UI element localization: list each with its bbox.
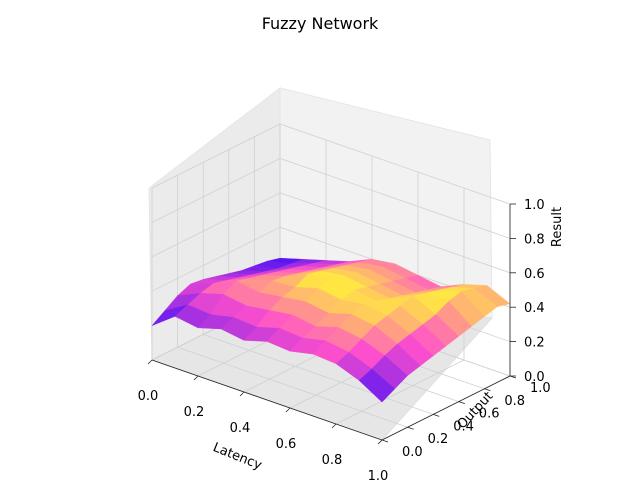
y-tick: [381, 439, 389, 443]
grid-line: [335, 359, 465, 425]
x-tick: [239, 391, 245, 397]
surface-patch: [358, 368, 396, 403]
surface-mesh: [151, 257, 511, 403]
grid-line: [151, 192, 281, 258]
x-tick: [147, 359, 153, 365]
z-axis-label: Result: [550, 207, 565, 247]
y-tick: [458, 401, 465, 404]
z-tick-label: 1.0: [524, 198, 545, 213]
z-tick-label: 0.0: [524, 370, 545, 385]
y-tick-label: 0.8: [504, 394, 525, 409]
grid-line: [151, 158, 281, 223]
x-tick-label: 0.4: [230, 421, 251, 436]
grid-line: [279, 158, 511, 239]
y-tick-label: 0.4: [453, 419, 474, 434]
y-tick-label: 1.0: [530, 381, 551, 396]
grid-line: [151, 123, 281, 189]
x-tick-label: 0.2: [184, 405, 205, 420]
y-axis-line: [381, 375, 511, 441]
x-tick-label: 1.0: [368, 469, 389, 480]
axes: 0.00.20.40.60.81.00.00.20.40.60.81.00.00…: [138, 198, 551, 480]
x-tick: [377, 439, 383, 445]
grid-line: [151, 226, 281, 292]
x-tick: [193, 375, 199, 381]
z-tick-label: 0.4: [524, 301, 545, 316]
y-tick-label: 0.6: [479, 407, 500, 422]
y-tick-label: 0.2: [428, 432, 449, 447]
y-tick: [433, 414, 440, 417]
grid-line: [177, 346, 408, 428]
x-tick-label: 0.0: [138, 389, 159, 404]
x-tick-label: 0.8: [322, 453, 343, 468]
y-tick: [484, 388, 491, 392]
x-axis-line: [151, 359, 383, 441]
z-tick-label: 0.6: [524, 267, 545, 282]
z-tick-label: 0.2: [524, 336, 545, 351]
x-axis-label: Latency: [211, 440, 265, 473]
chart-title: Fuzzy Network: [262, 14, 379, 33]
grid-line: [203, 334, 434, 415]
x-tick: [331, 423, 337, 429]
y-tick: [407, 426, 414, 430]
x-tick: [285, 407, 291, 413]
grid-line: [279, 192, 511, 274]
x-tick-label: 0.6: [276, 437, 297, 452]
grid-line: [279, 123, 511, 205]
z-tick-label: 0.8: [524, 232, 545, 247]
y-tick-label: 0.0: [402, 445, 423, 460]
